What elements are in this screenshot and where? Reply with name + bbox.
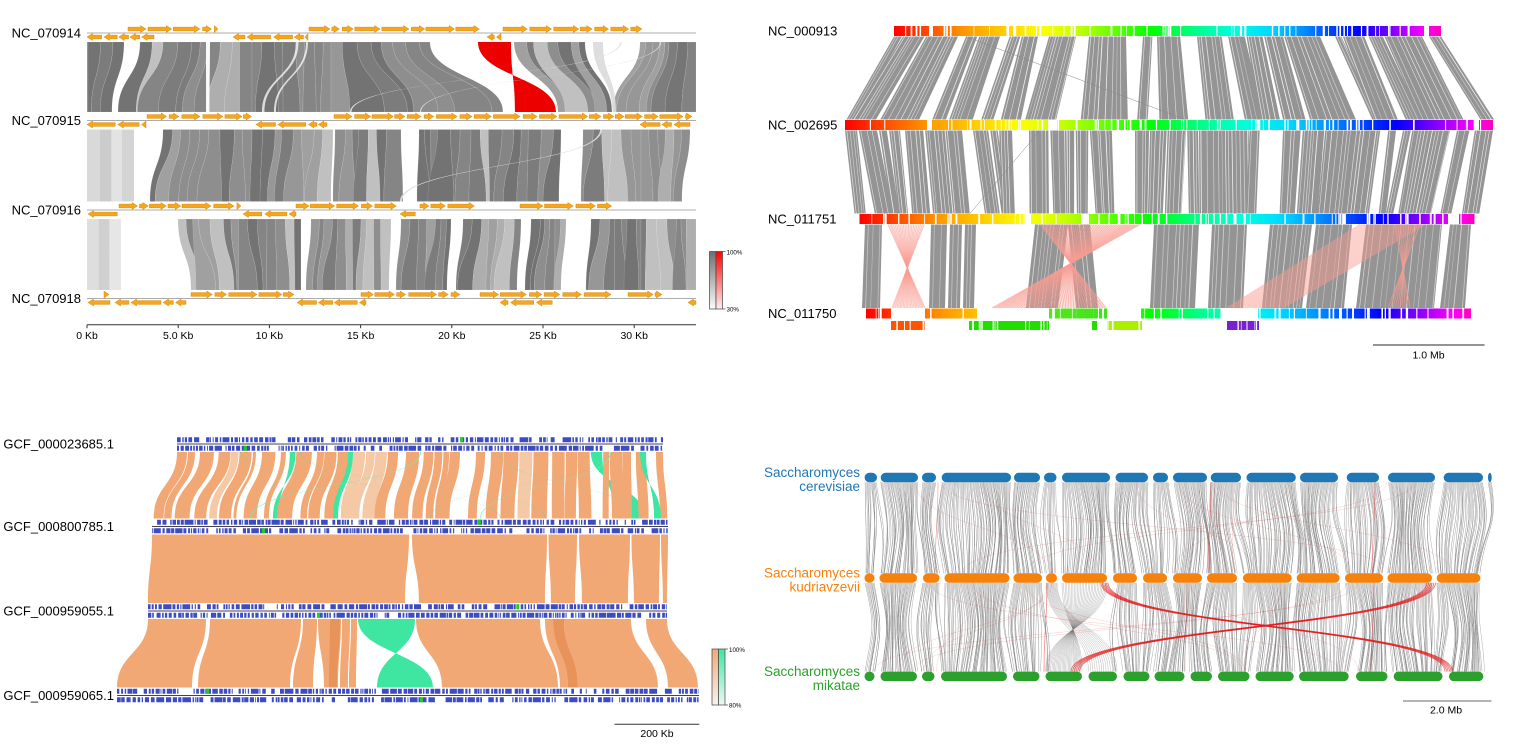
svg-text:Saccharomyces: Saccharomyces xyxy=(764,664,860,679)
svg-text:NC_011750: NC_011750 xyxy=(768,306,836,321)
svg-text:NC_070918: NC_070918 xyxy=(12,291,81,306)
svg-text:Saccharomyces: Saccharomyces xyxy=(764,566,860,581)
svg-text:100%: 100% xyxy=(729,647,745,654)
svg-text:NC_070916: NC_070916 xyxy=(12,203,81,218)
svg-text:cerevisiae: cerevisiae xyxy=(799,479,860,494)
svg-text:5.0 Kb: 5.0 Kb xyxy=(163,330,194,342)
svg-text:30 Kb: 30 Kb xyxy=(620,330,648,342)
svg-text:GCF_000959055.1: GCF_000959055.1 xyxy=(3,604,114,619)
svg-text:10 Kb: 10 Kb xyxy=(256,330,284,342)
svg-text:NC_011751: NC_011751 xyxy=(768,212,836,227)
svg-text:15 Kb: 15 Kb xyxy=(347,330,375,342)
svg-text:NC_002695: NC_002695 xyxy=(768,118,837,133)
svg-text:kudriavzevii: kudriavzevii xyxy=(789,580,860,595)
svg-text:80%: 80% xyxy=(729,703,742,710)
svg-text:NC_070914: NC_070914 xyxy=(12,26,81,41)
svg-text:25 Kb: 25 Kb xyxy=(529,330,557,342)
svg-text:100%: 100% xyxy=(727,250,743,257)
svg-text:200 Kb: 200 Kb xyxy=(640,728,673,740)
svg-text:GCF_000959065.1: GCF_000959065.1 xyxy=(3,688,114,703)
svg-text:0 Kb: 0 Kb xyxy=(76,330,98,342)
svg-text:NC_070915: NC_070915 xyxy=(12,113,81,128)
svg-text:1.0 Mb: 1.0 Mb xyxy=(1412,350,1444,362)
svg-text:mikatae: mikatae xyxy=(813,678,860,693)
svg-text:30%: 30% xyxy=(727,307,740,314)
svg-text:Saccharomyces: Saccharomyces xyxy=(764,465,860,480)
svg-text:2.0 Mb: 2.0 Mb xyxy=(1430,705,1462,717)
svg-text:20 Kb: 20 Kb xyxy=(438,330,466,342)
svg-text:NC_000913: NC_000913 xyxy=(768,24,837,39)
svg-text:GCF_000800785.1: GCF_000800785.1 xyxy=(3,519,114,534)
svg-text:GCF_000023685.1: GCF_000023685.1 xyxy=(3,437,114,452)
